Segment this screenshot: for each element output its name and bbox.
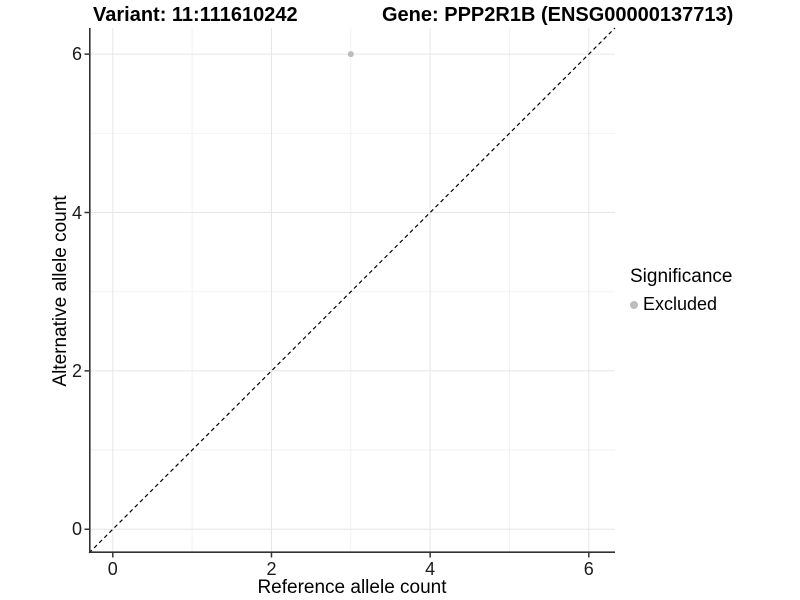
identity-reference-line bbox=[88, 27, 616, 554]
legend-item-label: Excluded bbox=[643, 294, 718, 314]
y-tick-label: 2 bbox=[71, 360, 82, 381]
data-point-excluded bbox=[347, 51, 354, 58]
panel-canvas bbox=[84, 27, 616, 558]
x-axis-title: Reference allele count bbox=[257, 577, 447, 598]
legend-title: Significance bbox=[630, 266, 733, 287]
plot-panel bbox=[84, 27, 616, 558]
x-tick-label: 6 bbox=[583, 559, 594, 579]
variant-title: Variant: 11:111610242 bbox=[93, 4, 298, 26]
y-tick-label: 6 bbox=[71, 44, 82, 65]
y-axis-title: Alternative allele count bbox=[50, 195, 71, 387]
x-tick-label: 4 bbox=[425, 559, 436, 579]
legend: Significance Excluded bbox=[630, 266, 732, 315]
y-tick-label: 0 bbox=[71, 519, 82, 540]
excluded-point-swatch-icon bbox=[630, 300, 638, 309]
legend-item-excluded: Excluded bbox=[630, 294, 732, 315]
x-tick-label: 0 bbox=[107, 559, 118, 579]
y-tick-label: 4 bbox=[71, 202, 82, 223]
gene-title: Gene: PPP2R1B (ENSG00000137713) bbox=[382, 4, 734, 26]
x-tick-label: 2 bbox=[266, 559, 277, 579]
